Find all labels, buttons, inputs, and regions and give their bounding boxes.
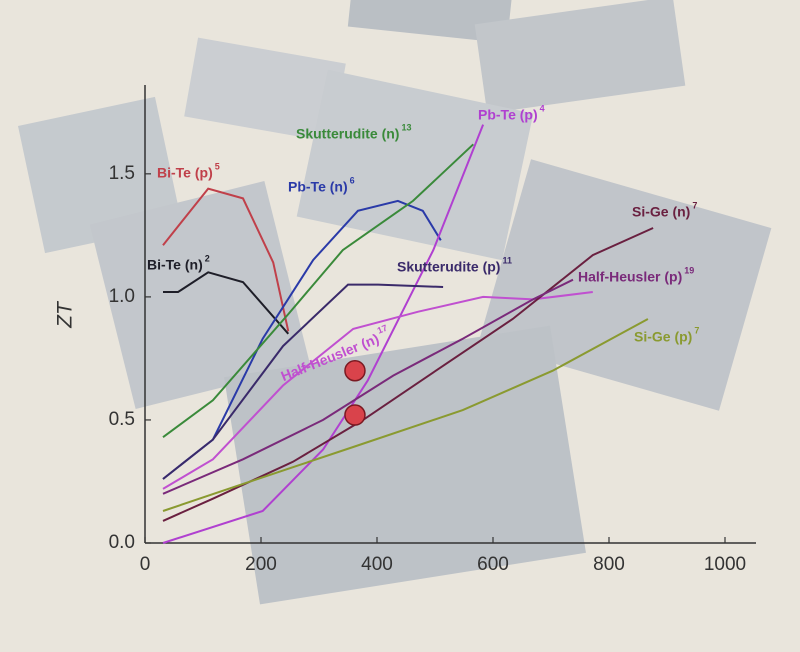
series-label: Pb-Te (p) 4 [478,103,545,122]
series-ref: 13 [401,122,411,132]
tile [347,0,513,44]
series-line [162,227,654,522]
series-line [162,278,574,495]
y-tick-label: 1.5 [109,163,135,184]
series-line [162,318,649,512]
series-name: Bi-Te (n) [147,257,203,273]
series-name: Half-Heusler (p) [578,269,682,285]
series-ref: 4 [540,103,545,113]
series-name: Skutterudite (p) [397,259,500,275]
series-name: Si-Ge (p) [634,329,692,345]
series-label: Skutterudite (p) 11 [397,255,512,274]
x-tick-label: 600 [477,554,509,575]
y-tick-label: 0.5 [109,409,135,430]
series-ref: 6 [350,175,355,185]
series-ref: 11 [502,255,512,265]
series-label: Skutterudite (n) 13 [296,122,411,141]
series-label: Half-Heusler (p) 19 [578,265,694,284]
series-ref: 5 [215,161,220,171]
series-name: Pb-Te (n) [288,179,348,195]
tile [184,37,346,143]
x-tick-label: 400 [361,554,393,575]
tile [474,0,686,114]
x-tick-label: 200 [245,554,277,575]
series-name: Skutterudite (n) [296,126,399,142]
series-line [162,143,474,439]
series-name: Pb-Te (p) [478,107,538,123]
series-label: Si-Ge (p) 7 [634,325,699,344]
series-label: Bi-Te (n) 2 [147,253,210,272]
series-name: Bi-Te (p) [157,165,213,181]
x-tick-label: 0 [140,554,151,575]
series-line [162,199,442,480]
y-tick-label: 1.0 [109,286,135,307]
series-name: Si-Ge (n) [632,204,690,220]
y-tick-label: 0.0 [109,532,135,553]
series-line [163,271,290,335]
series-label: Bi-Te (p) 5 [157,161,220,180]
series-line [162,187,290,332]
marker-dot [344,359,366,382]
series-line [162,283,444,480]
series-ref: 7 [692,200,697,210]
series-ref: 17 [376,323,389,336]
marker-dot [344,404,366,426]
y-axis-label: ZT [54,300,77,329]
series-ref: 7 [694,325,699,335]
x-tick-label: 1000 [704,554,746,575]
series-ref: 2 [205,253,210,263]
series-ref: 19 [684,265,694,275]
series-line [162,291,593,490]
series-label: Si-Ge (n) 7 [632,200,697,219]
x-tick-label: 800 [593,554,625,575]
series-label: Pb-Te (n) 6 [288,175,355,194]
